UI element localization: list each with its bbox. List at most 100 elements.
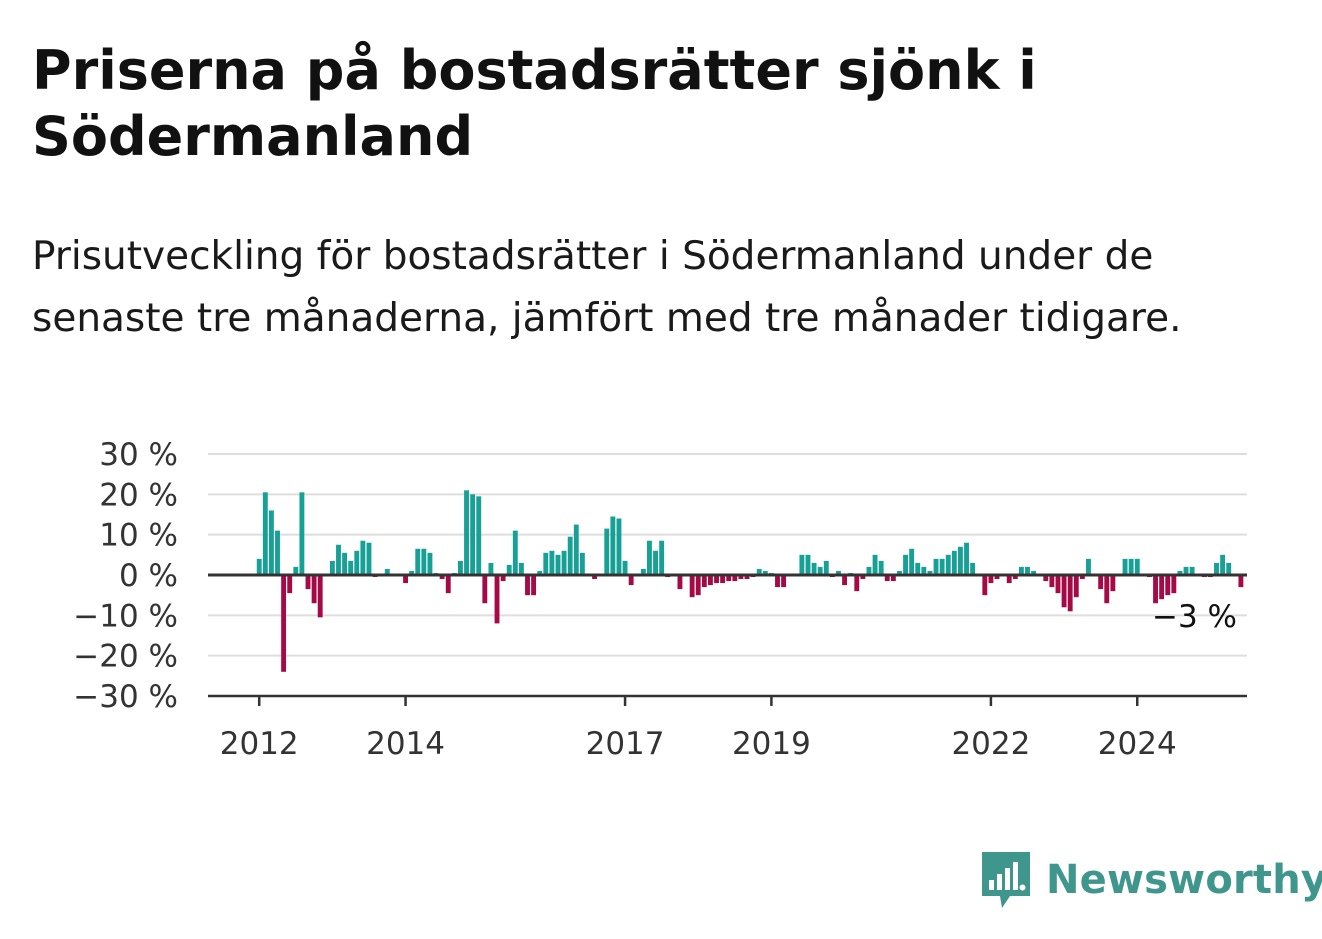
bar xyxy=(262,492,268,575)
bar xyxy=(707,575,713,586)
y-tick-label: 20 % xyxy=(99,477,178,513)
bar xyxy=(439,575,445,580)
bar xyxy=(1067,575,1073,612)
bar xyxy=(720,575,726,584)
bar xyxy=(1128,558,1134,575)
x-tick-label: 2024 xyxy=(1098,726,1177,762)
bar xyxy=(1189,566,1195,575)
bar xyxy=(366,542,372,575)
bar xyxy=(1183,566,1189,575)
bar xyxy=(921,566,927,575)
bar xyxy=(525,575,530,596)
y-tick-label: 30 % xyxy=(99,437,178,473)
x-tick-label: 2022 xyxy=(951,726,1030,762)
bar xyxy=(329,560,335,575)
bar xyxy=(805,554,811,575)
bar xyxy=(659,540,665,575)
bar xyxy=(738,575,744,580)
bar xyxy=(762,570,768,575)
bar xyxy=(1055,575,1061,594)
bar xyxy=(951,550,957,575)
bar xyxy=(970,562,976,575)
bar xyxy=(836,570,841,575)
bar xyxy=(909,548,915,575)
bar xyxy=(817,566,823,575)
bar xyxy=(927,570,933,575)
bar xyxy=(457,560,463,575)
bar xyxy=(842,575,848,586)
bar xyxy=(512,530,518,575)
bar xyxy=(915,562,921,575)
bar xyxy=(714,575,719,584)
y-tick-label: −10 % xyxy=(73,598,178,634)
bar xyxy=(628,575,634,586)
bar xyxy=(689,575,695,598)
bar xyxy=(1110,575,1116,592)
bar xyxy=(1079,575,1085,580)
bar xyxy=(1238,575,1244,588)
bar xyxy=(561,550,567,575)
bar xyxy=(506,564,512,575)
chart-subtitle: Prisutveckling för bostadsrätter i Söder… xyxy=(32,234,1182,341)
bar xyxy=(305,575,311,590)
latest-value-label: −3 % xyxy=(1152,599,1237,635)
bar xyxy=(427,552,433,575)
bar xyxy=(945,554,951,575)
x-tick-label: 2012 xyxy=(220,726,299,762)
bar xyxy=(890,575,896,582)
bar xyxy=(677,575,683,590)
bar xyxy=(653,550,658,575)
bar xyxy=(409,570,415,575)
bar xyxy=(287,575,293,594)
bar xyxy=(1220,554,1226,575)
bar xyxy=(256,558,262,575)
bar xyxy=(384,568,390,575)
bar xyxy=(543,552,549,575)
bar xyxy=(549,550,555,575)
bar xyxy=(640,568,646,575)
bar-chart: 30 %20 %10 %0 %−10 %−20 %−30 % 2012 2014 2… xyxy=(73,437,1247,762)
y-axis-ticks: 30 % 20 % 10 % 0 % −10 % −20 % −30 % xyxy=(73,437,178,715)
bar xyxy=(293,566,299,575)
newsworthy-logo-icon xyxy=(982,852,1030,908)
bar xyxy=(281,575,287,672)
bar xyxy=(445,575,451,594)
bar xyxy=(275,530,280,575)
bar xyxy=(1006,575,1012,584)
chart-axes xyxy=(208,573,1247,698)
bar xyxy=(348,560,354,575)
bar xyxy=(482,575,488,604)
bar xyxy=(1134,558,1140,575)
bar xyxy=(903,554,908,575)
bar xyxy=(1098,575,1104,590)
bar xyxy=(421,548,427,575)
brand-name: Newsworthy xyxy=(1046,857,1322,903)
bar xyxy=(1214,562,1219,575)
bar xyxy=(1061,575,1067,608)
bar xyxy=(982,575,988,596)
bar xyxy=(592,575,598,580)
brand: Newsworthy xyxy=(980,850,1322,910)
bar xyxy=(360,540,366,575)
bar xyxy=(695,575,701,596)
bar xyxy=(884,575,890,582)
chart-bars xyxy=(256,490,1244,672)
bar xyxy=(403,575,408,584)
y-tick-label: 0 % xyxy=(119,558,178,594)
x-tick-label: 2014 xyxy=(366,726,445,762)
bar xyxy=(957,546,963,575)
bar xyxy=(854,575,860,592)
bar xyxy=(415,548,421,575)
bar xyxy=(488,562,494,575)
bar xyxy=(1073,575,1079,598)
bar xyxy=(994,575,1000,580)
bar xyxy=(756,568,762,575)
bar xyxy=(939,558,945,575)
bar xyxy=(567,536,573,575)
bar xyxy=(1177,570,1183,575)
bar xyxy=(1018,566,1024,575)
bar xyxy=(701,575,707,588)
bar xyxy=(811,562,817,575)
bar xyxy=(1031,570,1037,575)
bar xyxy=(336,544,341,575)
